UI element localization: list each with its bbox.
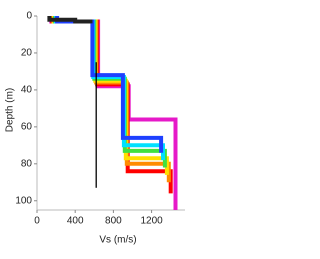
- profile-line: [50, 16, 173, 194]
- y-axis-label: Depth (m): [5, 88, 16, 132]
- y-tick-label: 60: [21, 121, 33, 132]
- y-tick-label: 0: [26, 11, 32, 22]
- y-tick-label: 100: [15, 195, 32, 206]
- profile-line: [49, 16, 178, 210]
- y-tick-label: 80: [21, 158, 33, 169]
- page: {"chart_data": {"type": "step-profile", …: [4, 10, 185, 246]
- x-tick-label: 0: [34, 216, 40, 227]
- x-tick-label: 400: [67, 216, 84, 227]
- x-tick-label: 800: [105, 216, 122, 227]
- x-tick-label: 1200: [140, 216, 163, 227]
- x-axis-label: Vs (m/s): [99, 235, 136, 246]
- y-tick-label: 40: [21, 85, 33, 96]
- y-tick-label: 20: [21, 48, 33, 59]
- profile-line: [47, 16, 93, 24]
